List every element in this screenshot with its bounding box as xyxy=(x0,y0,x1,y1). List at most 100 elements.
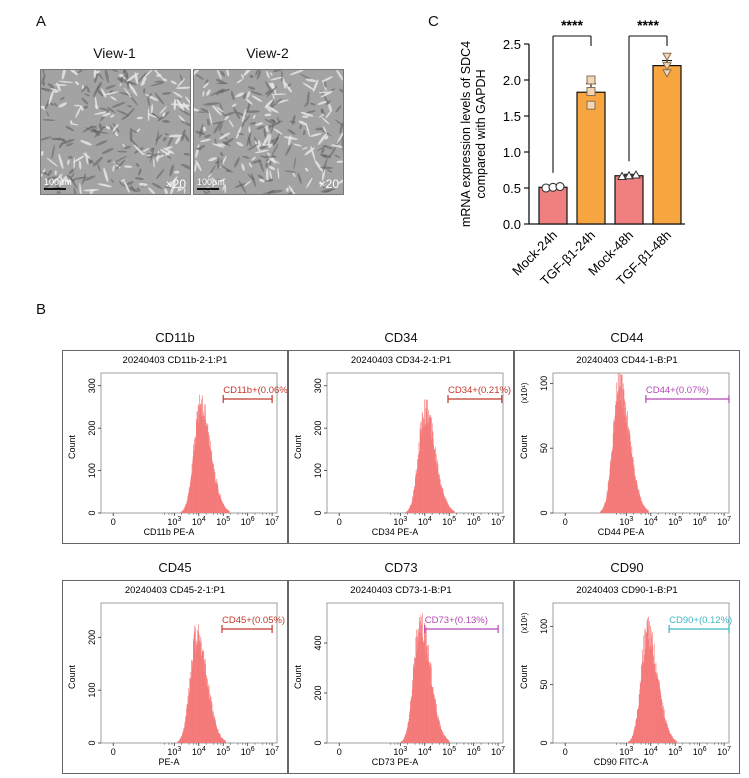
histogram-bin xyxy=(444,734,445,743)
histogram-bin xyxy=(205,675,207,743)
cell xyxy=(79,183,82,194)
histogram-bin xyxy=(611,452,612,513)
histogram-bin xyxy=(609,468,611,513)
histogram-bin xyxy=(442,731,443,743)
cell xyxy=(267,189,275,194)
cell xyxy=(317,133,328,145)
cell xyxy=(272,94,275,100)
histogram-bin xyxy=(429,416,431,513)
histogram-bin xyxy=(430,667,432,743)
histogram-bin xyxy=(443,734,444,743)
cell xyxy=(97,163,101,172)
cell xyxy=(267,134,272,145)
cell xyxy=(272,70,282,72)
histogram-bin xyxy=(193,444,194,513)
histogram-bin xyxy=(221,737,222,743)
histogram-bin xyxy=(631,446,633,513)
y-tick-label: 100 xyxy=(539,619,549,634)
histogram-bin xyxy=(440,484,441,513)
flow-plot-cd90: 20240403 CD90-1-B:P1 0 50 100 Count (x10¹) 0 10… xyxy=(514,580,740,774)
cell xyxy=(82,125,93,133)
histogram-bin xyxy=(407,723,409,743)
histogram-bin xyxy=(199,414,201,513)
histogram-bin xyxy=(222,501,223,513)
y-tick-label: 2.5 xyxy=(503,37,521,52)
cell xyxy=(94,96,98,108)
cell xyxy=(273,128,283,135)
histogram-bin xyxy=(655,662,657,743)
histogram-bin xyxy=(613,421,615,513)
histogram-bin xyxy=(428,662,430,743)
histogram-bin xyxy=(439,727,441,743)
histogram-bin xyxy=(650,629,652,743)
cell xyxy=(162,112,166,117)
cell xyxy=(54,137,66,141)
histogram-bin xyxy=(425,407,427,513)
histogram-bin xyxy=(195,627,196,743)
histogram-bin xyxy=(203,661,204,743)
cell xyxy=(133,144,144,156)
histogram-bin xyxy=(215,482,217,513)
histogram-bin xyxy=(446,739,448,743)
cell xyxy=(265,105,279,114)
cell xyxy=(318,91,332,94)
histogram-bin xyxy=(645,508,647,513)
histogram-bin xyxy=(227,509,228,513)
histogram-bin xyxy=(416,473,417,513)
data-point xyxy=(662,62,672,71)
cell xyxy=(257,140,261,147)
histogram-bin xyxy=(630,739,631,743)
x-tick-label: 106 xyxy=(693,746,707,757)
cell xyxy=(127,105,133,108)
histogram-bin xyxy=(214,722,216,743)
cell xyxy=(94,126,105,138)
cell xyxy=(86,86,90,93)
histogram-bin xyxy=(449,507,450,513)
histogram-bin xyxy=(204,415,206,513)
histogram-bin xyxy=(184,727,185,743)
histogram-bin xyxy=(414,668,416,743)
cell xyxy=(95,70,100,74)
histogram-bin xyxy=(404,737,405,743)
histogram-bin xyxy=(444,498,446,513)
histogram-bin xyxy=(671,735,673,743)
cell xyxy=(336,131,343,145)
histogram-bin xyxy=(186,703,188,743)
histogram-bin xyxy=(433,694,435,743)
cell xyxy=(47,169,52,177)
histogram-bin xyxy=(432,439,434,513)
histogram-bin xyxy=(636,481,638,513)
histogram-bin xyxy=(189,692,190,743)
histogram-bin xyxy=(635,725,636,743)
histogram-bin xyxy=(208,689,210,743)
cell xyxy=(73,187,77,194)
histogram-bin xyxy=(618,401,620,513)
histogram-bin xyxy=(221,500,223,513)
histogram-bin xyxy=(204,660,205,743)
histogram-bin xyxy=(192,470,193,513)
histogram-bin xyxy=(214,480,216,513)
histogram-bin xyxy=(444,496,445,513)
histogram-bin xyxy=(656,676,657,743)
histogram-bin xyxy=(180,511,182,513)
cell xyxy=(241,123,245,128)
histogram-bin xyxy=(600,510,602,513)
histogram-bin xyxy=(416,636,418,743)
y-tick-label: 1.5 xyxy=(503,109,521,124)
x-tick-label: 104 xyxy=(418,746,432,757)
histogram-bin xyxy=(436,713,438,743)
cell xyxy=(105,84,116,90)
cell xyxy=(112,165,115,172)
histogram-bin xyxy=(212,715,214,743)
histogram-bin xyxy=(436,459,438,513)
cell xyxy=(102,112,111,117)
cell xyxy=(130,184,136,193)
cell xyxy=(178,108,190,117)
histogram-bin xyxy=(444,735,446,743)
histogram-bin xyxy=(434,699,435,743)
histogram-bin xyxy=(200,408,201,513)
x-axis-label: CD11b PE-A xyxy=(144,527,195,537)
histogram-bin xyxy=(632,462,633,513)
histogram-bin xyxy=(192,667,193,743)
histogram-bin xyxy=(223,503,224,513)
